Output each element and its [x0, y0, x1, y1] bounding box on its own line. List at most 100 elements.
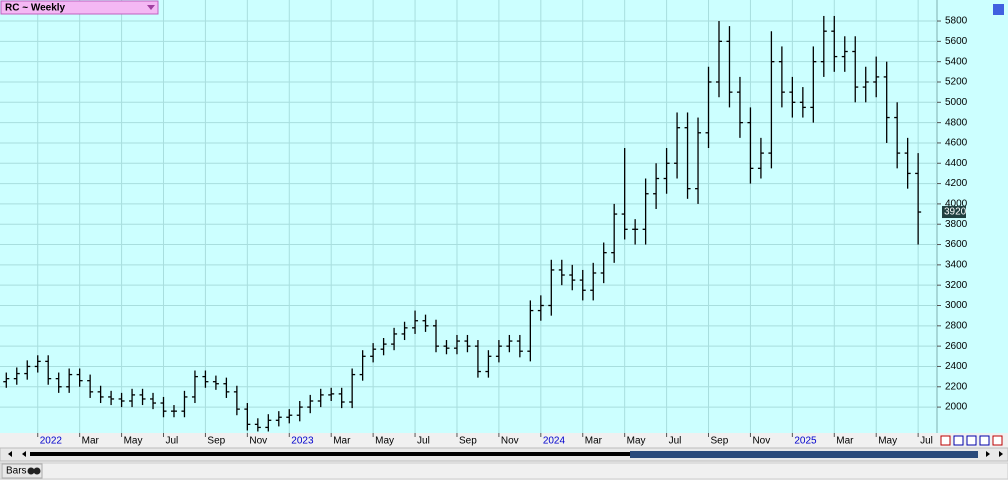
y-tick-label: 5000: [945, 97, 968, 108]
y-tick-label: 4000: [945, 199, 968, 210]
ohlc-bar: [181, 390, 188, 418]
y-tick-label: 5600: [945, 36, 968, 47]
ohlc-bar: [380, 338, 387, 356]
x-tick-label: May: [627, 436, 646, 447]
tool-button[interactable]: [979, 435, 990, 446]
scroll-right-fast[interactable]: [999, 451, 1003, 457]
y-tick-label: 2800: [945, 320, 968, 331]
y-tick-label: 4400: [945, 158, 968, 169]
tool-button[interactable]: [992, 435, 1003, 446]
ohlc-bar: [370, 343, 377, 363]
ohlc-bar: [433, 319, 440, 353]
ohlc-bar: [3, 372, 10, 388]
x-tick-label: Nov: [752, 436, 770, 447]
ohlc-bar: [160, 396, 167, 418]
tool-button[interactable]: [966, 435, 977, 446]
ohlc-bar: [674, 112, 681, 179]
ohlc-bar: [506, 334, 513, 353]
ohlc-bar: [129, 388, 136, 408]
x-tick-label: May: [124, 436, 143, 447]
ohlc-bar: [611, 203, 618, 263]
x-tick-label: Jul: [166, 436, 179, 447]
ohlc-bar: [799, 87, 806, 118]
ohlc-bar: [275, 411, 282, 427]
y-tick-label: 2400: [945, 361, 968, 372]
ohlc-bar: [548, 259, 555, 316]
scroll-right[interactable]: [986, 451, 990, 457]
ohlc-bar: [684, 112, 691, 199]
ohlc-bar: [600, 242, 607, 284]
tool-button[interactable]: [953, 435, 964, 446]
ohlc-bar: [391, 327, 398, 351]
ohlc-bar: [191, 370, 198, 404]
ohlc-bar: [537, 295, 544, 321]
status-bar: [0, 462, 1008, 480]
y-tick-label: 3400: [945, 260, 968, 271]
ohlc-bar: [349, 368, 356, 409]
ohlc-bar: [873, 56, 880, 98]
tool-button[interactable]: [940, 435, 951, 446]
ohlc-bar: [736, 76, 743, 138]
ohlc-bar: [558, 259, 565, 286]
x-labels: 2022 Mar May Jul Sep Nov 2023 Mar May Jul Sep Nov 20…: [37, 433, 933, 447]
ohlc-bar: [317, 388, 324, 408]
x-tick-label: Nov: [501, 436, 519, 447]
ohlc-bar: [139, 388, 146, 406]
ohlc-bar: [223, 377, 230, 398]
plot-area: [0, 0, 937, 433]
ohlc-bar: [45, 355, 52, 385]
ohlc-bar: [212, 375, 219, 390]
ohlc-bar: [233, 385, 240, 416]
study-tab[interactable]: [1, 463, 43, 479]
ohlc-bar: [621, 148, 628, 240]
x-tick-label: Jul: [669, 436, 682, 447]
y-tick-label: 3200: [945, 280, 968, 291]
ohlc-bar: [579, 269, 586, 301]
ohlc-bar: [307, 394, 314, 414]
scroll-thumb[interactable]: [630, 451, 978, 458]
tab-icon: [33, 467, 41, 475]
ohlc-bar: [894, 102, 901, 169]
y-tick-label: 3600: [945, 239, 968, 250]
ohlc-bar: [904, 137, 911, 189]
ohlc-bar: [359, 350, 366, 381]
ohlc-bar: [66, 368, 73, 393]
scroll-left-fast[interactable]: [22, 451, 26, 457]
y-tick-label: 5800: [945, 16, 968, 27]
status-label: Bars: [6, 466, 27, 477]
ohlc-bar: [254, 418, 261, 432]
y-tick-label: 5200: [945, 77, 968, 88]
ohlc-bar: [338, 387, 345, 409]
ohlc-bar: [569, 264, 576, 291]
x-tick-label: Jul: [920, 436, 933, 447]
ohlc-bar: [328, 387, 335, 401]
time-axis: [0, 433, 937, 447]
symbol-dropdown[interactable]: [0, 0, 159, 15]
dropdown-arrow[interactable]: [147, 5, 155, 10]
ohlc-bar: [55, 372, 62, 393]
x-tick-label: Mar: [82, 436, 100, 447]
x-tick-label: May: [878, 436, 897, 447]
ohlc-bar: [726, 26, 733, 108]
chart-title: RC ~ Weekly: [5, 3, 66, 14]
x-tick-label: 2022: [40, 436, 63, 447]
ohlc-bar: [789, 76, 796, 118]
scroll-left[interactable]: [8, 451, 12, 457]
ohlc-bar: [663, 148, 670, 194]
x-tick-label: 2023: [291, 436, 314, 447]
ohlc-bar: [401, 321, 408, 341]
ohlc-bar: [97, 385, 104, 404]
y-tick-label: 2000: [945, 402, 968, 413]
corner-button[interactable]: [993, 4, 1004, 15]
ohlc-bar: [422, 314, 429, 332]
ohlc-bar: [412, 310, 419, 334]
bars: [3, 15, 922, 432]
ohlc-bar: [820, 15, 827, 77]
ohlc-bar: [87, 374, 94, 398]
ohlc-bar: [464, 334, 471, 353]
ohlc-bar: [265, 414, 272, 432]
ohlc-bar: [852, 36, 859, 103]
x-tick-label: Sep: [207, 436, 225, 447]
y-tick-label: 2600: [945, 341, 968, 352]
ohlc-bar: [118, 392, 125, 408]
